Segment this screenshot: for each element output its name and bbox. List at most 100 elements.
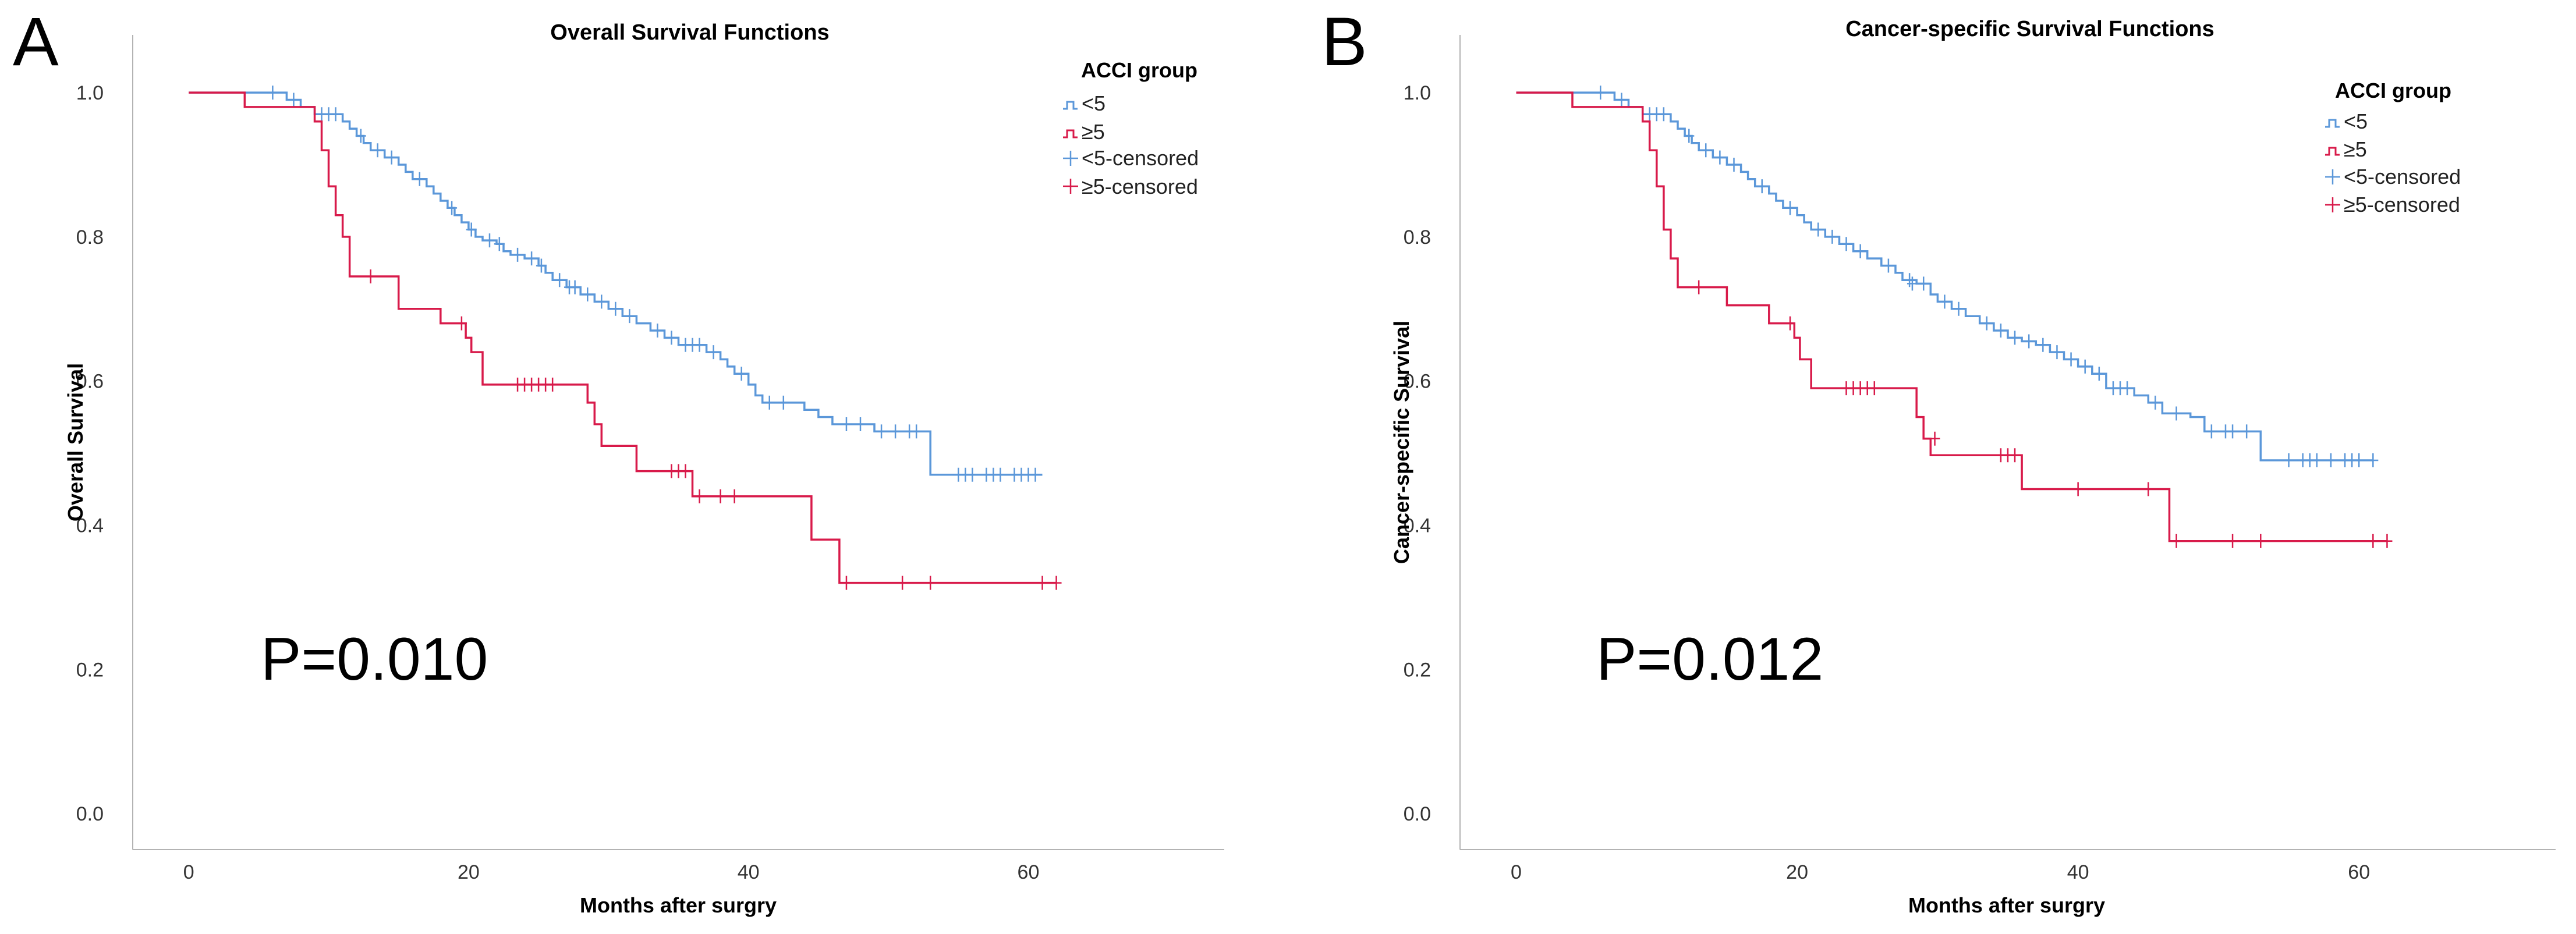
censor-mark [484, 233, 495, 248]
censor-mark [2051, 345, 2063, 360]
legend-title: ACCI group [1081, 58, 1197, 82]
censor-mark [2010, 448, 2021, 463]
legend-plus-symbol [1063, 151, 1078, 166]
censor-mark [841, 576, 852, 590]
censor-mark [1037, 576, 1048, 590]
y-axis-title: Overall Survival [63, 363, 87, 521]
survival-curve-acci-ge5 [189, 91, 1057, 584]
censor-mark [288, 93, 299, 107]
y-tick-label: 0.8 [76, 226, 104, 248]
censor-mark [694, 489, 705, 503]
censor-mark [386, 150, 397, 165]
censor-mark [2206, 424, 2217, 439]
censor-mark [1869, 381, 1880, 396]
censor-mark [1841, 237, 1852, 251]
legend-plus-symbol [1063, 179, 1078, 194]
censor-mark [512, 247, 523, 262]
legend-entry: <5-censored [2344, 165, 2461, 189]
censor-mark [1051, 576, 1062, 590]
censor-mark [554, 273, 565, 287]
y-tick-labels: 0.0 0.2 0.4 0.6 0.8 1.0 [1404, 82, 1431, 825]
legend-entry: ≥5 [1082, 120, 1105, 144]
censor-mark [995, 467, 1006, 482]
censor-mark [466, 222, 477, 237]
censor-mark [925, 576, 936, 590]
censor-mark [2122, 381, 2133, 396]
legend-title: ACCI group [2335, 79, 2451, 102]
legend-plus-symbol [2325, 169, 2340, 184]
x-axis-title: Months after surgry [1908, 893, 2105, 917]
x-tick-label: 40 [2067, 861, 2089, 883]
censor-mark [2382, 534, 2393, 548]
censor-mark [2024, 334, 2035, 349]
censor-mark [1785, 201, 1796, 215]
censor-mark [764, 395, 775, 410]
censor-mark [536, 258, 547, 273]
censor-mark [1904, 273, 1915, 287]
censor-mark [1855, 244, 1866, 258]
censor-mark [1684, 129, 1695, 143]
x-tick-label: 60 [2348, 861, 2370, 883]
censor-mark [736, 367, 747, 381]
legend-entry: <5-censored [1082, 146, 1199, 170]
survival-curve-acci-lt5 [1516, 91, 2373, 461]
censor-mark [680, 464, 691, 478]
y-tick-label: 0.6 [76, 371, 104, 393]
censor-mark [2354, 453, 2365, 467]
panel-label: A [13, 3, 59, 80]
y-tick-labels: 0.0 0.2 0.4 0.6 0.8 1.0 [76, 82, 104, 825]
censor-mark [2311, 453, 2322, 467]
censor-mark [876, 424, 887, 439]
censor-mark [841, 417, 852, 432]
censor-mark [1756, 179, 1767, 194]
censor-mark [1827, 229, 1838, 244]
censor-mark [1939, 294, 1950, 309]
y-tick-label: 0.2 [76, 659, 104, 681]
censor-mark [365, 269, 376, 284]
legend-entry: <5 [2344, 109, 2368, 133]
p-value-annotation: P=0.010 [261, 626, 488, 693]
panel-a-overall-survival: A Overall Survival Functions 0.0 0.2 0.4… [13, 3, 1224, 917]
y-tick-label: 0.0 [76, 803, 104, 825]
censor-mark [2241, 424, 2252, 439]
x-tick-labels: 0 20 40 60 [1511, 861, 2370, 883]
x-tick-label: 60 [1018, 861, 1040, 883]
censor-mark [1813, 222, 1824, 237]
censor-mark [1700, 143, 1712, 158]
panel-label: B [1321, 3, 1367, 80]
censor-mark [2255, 534, 2266, 548]
censor-mark [694, 338, 705, 352]
censor-mark [2038, 338, 2049, 352]
survival-curve-acci-lt5 [189, 91, 1043, 476]
censor-mark [447, 201, 458, 215]
censor-mark [2171, 406, 2182, 421]
y-tick-label: 1.0 [76, 82, 104, 104]
y-tick-label: 0.8 [1404, 226, 1431, 248]
chart-title: Overall Survival Functions [550, 20, 829, 45]
y-tick-label: 1.0 [1404, 82, 1431, 104]
censor-mark [1981, 316, 1992, 331]
censor-mark [2227, 534, 2238, 548]
censor-mark [355, 129, 366, 143]
x-tick-label: 40 [738, 861, 760, 883]
plot-area [189, 86, 1062, 590]
censor-mark [1785, 316, 1796, 331]
censor-mark [2227, 424, 2238, 439]
censor-mark [526, 251, 537, 266]
censor-mark [2065, 352, 2077, 367]
x-tick-label: 0 [183, 861, 194, 883]
censor-mark [330, 107, 341, 122]
censor-mark [890, 424, 901, 439]
censor-mark [729, 489, 740, 503]
legend-entry: ≥5-censored [1082, 175, 1198, 198]
censor-mark [494, 237, 505, 251]
censor-mark [2143, 482, 2154, 496]
censor-mark [624, 309, 635, 324]
legend-plus-symbol [2325, 197, 2340, 212]
censor-mark [2368, 534, 2379, 548]
y-tick-label: 0.2 [1404, 659, 1431, 681]
legend-step-symbol [1063, 101, 1078, 110]
censor-mark [2283, 453, 2294, 467]
censor-mark [1728, 158, 1739, 172]
